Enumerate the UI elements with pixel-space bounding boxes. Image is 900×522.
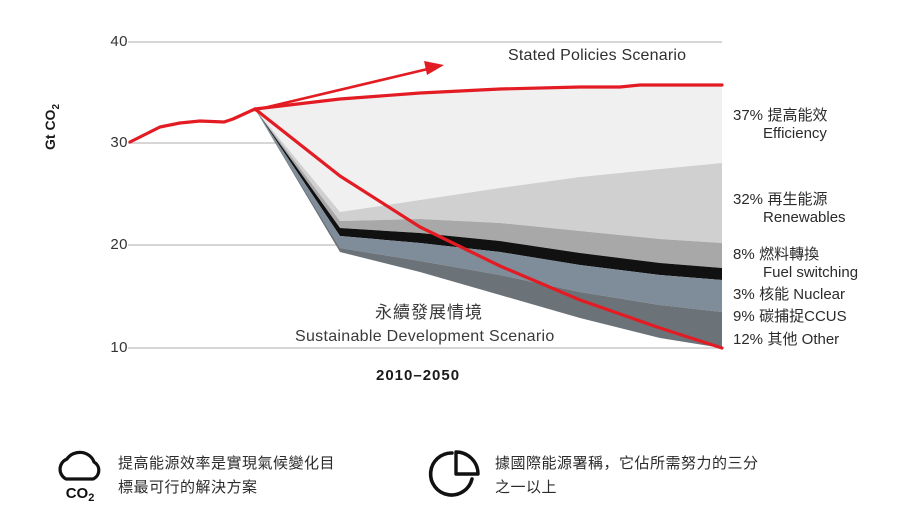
wedge-renewables-en: Renewables bbox=[763, 209, 846, 226]
note-1-text: 提高能源效率是實現氣候變化目 標最可行的解決方案 bbox=[118, 446, 335, 500]
callout-arrow bbox=[253, 61, 444, 112]
y-tick-20: 20 bbox=[110, 236, 128, 253]
y-tick-40: 40 bbox=[110, 33, 128, 50]
wedge-other-text: 其他 Other bbox=[767, 331, 840, 348]
stated-policies-line bbox=[253, 83, 724, 111]
wedge-ccus-pct: 9% bbox=[733, 308, 755, 325]
sustainable-development-line bbox=[253, 107, 724, 350]
wedge-efficiency-pct: 37% bbox=[733, 107, 764, 124]
co2-icon-text: CO2 bbox=[66, 485, 95, 504]
stated-policies-label: Stated Policies Scenario bbox=[508, 47, 687, 64]
wedge-nuclear-pct: 3% bbox=[733, 286, 755, 303]
note-2-text: 據國際能源署稱，它佔所需努力的三分 之一以上 bbox=[495, 446, 759, 500]
y-axis-title: Gt CO2 bbox=[42, 50, 62, 150]
wedge-label-nuclear: 3% 核能 Nuclear bbox=[733, 283, 845, 304]
wedge-ccus-text: 碳捕捉CCUS bbox=[759, 308, 847, 325]
wedge-renewables bbox=[255, 109, 722, 243]
wedge-efficiency bbox=[255, 85, 722, 212]
wedge-other-pct: 12% bbox=[733, 331, 764, 348]
sds-label-english: Sustainable Development Scenario bbox=[295, 328, 555, 345]
y-tick-30: 30 bbox=[110, 134, 128, 151]
co2-cloud-icon: CO2 bbox=[52, 446, 114, 504]
sds-label-chinese: 永續發展情境 bbox=[375, 303, 483, 322]
wedge-fuel-en: Fuel switching bbox=[763, 264, 859, 281]
chart-plot-svg bbox=[128, 41, 724, 350]
wedge-label-ccus: 9% 碳捕捉CCUS bbox=[733, 305, 847, 326]
wedge-fuel-pct: 8% bbox=[733, 246, 755, 263]
note-iea-share: 據國際能源署稱，它佔所需努力的三分 之一以上 bbox=[425, 446, 805, 504]
y-axis-title-main: Gt CO bbox=[42, 109, 58, 150]
note-1-line-2: 標最可行的解決方案 bbox=[118, 479, 258, 496]
wedge-label-fuel-switching: 8% 燃料轉換 Fuel switching bbox=[733, 243, 858, 281]
y-axis-title-sub: 2 bbox=[50, 103, 62, 110]
pie-chart-icon bbox=[425, 446, 487, 504]
wedge-fuel-cn: 燃料轉換 bbox=[759, 246, 820, 263]
wedge-efficiency-cn: 提高能效 bbox=[767, 107, 828, 124]
x-axis-range-label: 2010–2050 bbox=[376, 367, 461, 384]
historical-line bbox=[128, 107, 257, 144]
wedge-nuclear-text: 核能 Nuclear bbox=[759, 286, 845, 303]
wedge-label-efficiency: 37% 提高能效 Efficiency bbox=[733, 104, 828, 142]
wedge-label-renewables: 32% 再生能源 Renewables bbox=[733, 188, 846, 226]
note-2-line-2: 之一以上 bbox=[495, 479, 558, 496]
note-1-line-1: 提高能源效率是實現氣候變化目 bbox=[118, 455, 336, 472]
wedge-other bbox=[255, 109, 722, 348]
wedge-fuel-switching bbox=[255, 109, 722, 268]
wedge-nuclear bbox=[255, 109, 722, 280]
y-tick-10: 10 bbox=[110, 339, 128, 356]
wedge-label-other: 12% 其他 Other bbox=[733, 328, 839, 349]
emissions-area-chart: 40 30 20 10 Gt CO2 Stated Policies Scena… bbox=[42, 33, 724, 384]
wedge-efficiency-en: Efficiency bbox=[763, 125, 827, 142]
note-2-line-1: 據國際能源署稱，它佔所需努力的三分 bbox=[495, 455, 759, 472]
note-energy-efficiency: CO2 提高能源效率是實現氣候變化目 標最可行的解決方案 bbox=[52, 446, 412, 504]
wedge-renewables-cn: 再生能源 bbox=[767, 191, 828, 208]
wedge-ccus bbox=[255, 109, 722, 312]
wedge-renewables-pct: 32% bbox=[733, 191, 764, 208]
